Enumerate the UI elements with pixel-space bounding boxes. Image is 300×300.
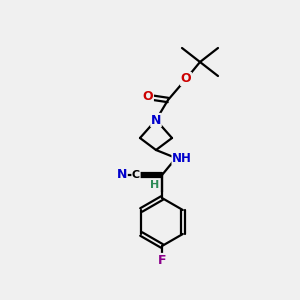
Text: N: N bbox=[151, 113, 161, 127]
Text: O: O bbox=[143, 91, 153, 103]
Text: NH: NH bbox=[172, 152, 192, 164]
Text: F: F bbox=[158, 254, 166, 266]
Text: O: O bbox=[181, 73, 191, 85]
Text: N: N bbox=[117, 169, 127, 182]
Text: C: C bbox=[132, 170, 140, 180]
Text: H: H bbox=[150, 180, 160, 190]
